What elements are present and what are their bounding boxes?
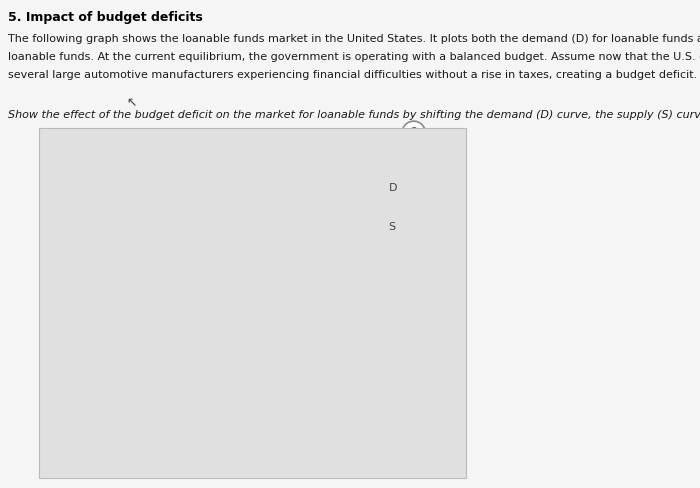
Text: S: S (232, 194, 239, 203)
Text: several large automotive manufacturers experiencing financial difficulties witho: several large automotive manufacturers e… (8, 70, 698, 80)
Text: Show the effect of the budget deficit on the market for loanable funds by shifti: Show the effect of the budget deficit on… (8, 110, 700, 120)
X-axis label: LOANABLE FUNDS: LOANABLE FUNDS (171, 461, 260, 470)
Y-axis label: INTEREST RATE: INTEREST RATE (66, 272, 76, 347)
Text: ?: ? (410, 126, 417, 140)
Text: loanable funds. At the current equilibrium, the government is operating with a b: loanable funds. At the current equilibri… (8, 52, 700, 62)
Text: S: S (389, 222, 396, 232)
Text: The following graph shows the loanable funds market in the United States. It plo: The following graph shows the loanable f… (8, 34, 700, 44)
Text: D: D (237, 393, 245, 403)
Text: ←: ← (122, 94, 139, 110)
Circle shape (402, 121, 426, 145)
Text: D: D (389, 183, 397, 193)
Text: 5. Impact of budget deficits: 5. Impact of budget deficits (8, 11, 203, 24)
